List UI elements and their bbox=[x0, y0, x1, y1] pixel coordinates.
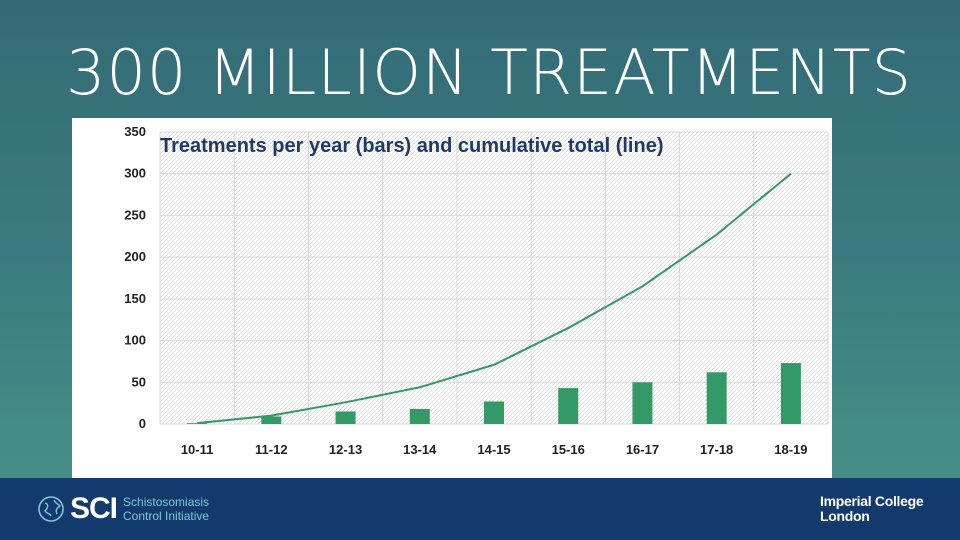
chart-title: Treatments per year (bars) and cumulativ… bbox=[160, 135, 663, 157]
x-tick-label: 14-15 bbox=[477, 442, 510, 457]
bar bbox=[261, 416, 282, 424]
sci-name-line2: Control Initiative bbox=[123, 509, 210, 523]
bar bbox=[335, 411, 356, 424]
imperial-line2: London bbox=[820, 508, 870, 524]
y-tick-label: 0 bbox=[139, 416, 146, 431]
x-tick-label: 16-17 bbox=[626, 442, 659, 457]
imperial-line1: Imperial College bbox=[820, 493, 924, 509]
x-tick-label: 11-12 bbox=[255, 442, 288, 457]
sci-name-line1: Schistosomiasis bbox=[123, 495, 210, 509]
sci-full-name: Schistosomiasis Control Initiative bbox=[123, 495, 209, 523]
y-tick-label: 100 bbox=[124, 333, 146, 348]
x-tick-label: 17-18 bbox=[700, 442, 733, 457]
y-tick-label: 300 bbox=[124, 166, 146, 181]
cumulative-line bbox=[197, 172, 792, 425]
y-tick-label: 200 bbox=[124, 249, 146, 264]
y-tick-label: 350 bbox=[124, 124, 146, 139]
x-tick-label: 13-14 bbox=[403, 442, 437, 457]
bar bbox=[706, 372, 727, 424]
plot-area bbox=[160, 132, 828, 424]
y-tick-label: 250 bbox=[124, 207, 146, 222]
globe-icon bbox=[38, 496, 64, 522]
imperial-logo: Imperial College London bbox=[820, 493, 924, 524]
y-tick-label: 50 bbox=[132, 374, 146, 389]
sci-logo: SCI Schistosomiasis Control Initiative bbox=[36, 492, 209, 526]
sci-logo-text: SCI bbox=[70, 492, 118, 525]
slide-title: 300 MILLION TREATMENTS bbox=[66, 36, 912, 109]
x-tick-label: 18-19 bbox=[774, 442, 807, 457]
bar bbox=[187, 423, 208, 424]
y-tick-label: 150 bbox=[124, 291, 146, 306]
x-tick-label: 10-11 bbox=[181, 442, 214, 457]
x-tick-label: 15-16 bbox=[552, 442, 585, 457]
bar bbox=[632, 382, 653, 424]
bar bbox=[409, 408, 430, 424]
chart-panel: 0 50 100 150 200 250 300 350 10-11 11-12 12-13 13-1… bbox=[72, 118, 832, 478]
bar bbox=[558, 388, 579, 424]
footer: SCI Schistosomiasis Control Initiative I… bbox=[0, 478, 960, 540]
chart: 0 50 100 150 200 250 300 350 10-11 11-12 12-13 13-1… bbox=[124, 124, 829, 457]
bar bbox=[780, 363, 801, 424]
x-tick-label: 12-13 bbox=[329, 442, 362, 457]
bar bbox=[484, 401, 504, 424]
